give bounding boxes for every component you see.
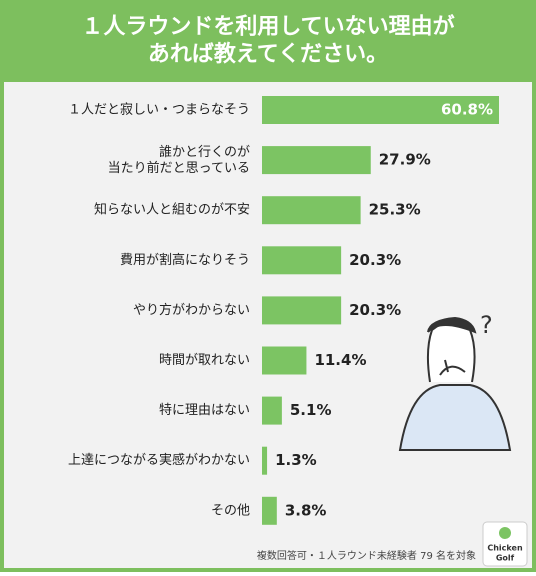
category-label: １人だと寂しい・つまらなそう bbox=[68, 102, 250, 118]
value-label: 5.1% bbox=[290, 401, 332, 419]
category-label: 特に理由はない bbox=[159, 403, 250, 418]
category-label: 上達につながる実感がわかない bbox=[68, 452, 250, 468]
note: 複数回答可・１人ラウンド未経験者 79 名を対象 bbox=[257, 549, 476, 562]
category-label: 誰かと行くのが当たり前だと思っている bbox=[108, 143, 250, 175]
logo-text: Chicken bbox=[487, 544, 523, 553]
value-label: 3.8% bbox=[285, 501, 327, 519]
question-mark: ? bbox=[480, 311, 493, 339]
value-label: 20.3% bbox=[349, 251, 401, 269]
logo: Chicken Golf bbox=[482, 521, 528, 567]
category-label: 時間が取れない bbox=[159, 353, 250, 368]
illustration bbox=[398, 316, 512, 451]
bar bbox=[262, 146, 371, 175]
logo-mark bbox=[499, 527, 511, 539]
bar bbox=[262, 246, 342, 275]
category-label: その他 bbox=[211, 503, 250, 518]
value-label: 60.8% bbox=[441, 101, 493, 119]
value-label: 25.3% bbox=[369, 201, 421, 219]
bar bbox=[262, 196, 361, 225]
category-label: 知らない人と組むのが不安 bbox=[94, 202, 250, 218]
chart-title: １人ラウンドを利用していない理由があれば教えてください。 bbox=[81, 13, 454, 67]
bar bbox=[262, 346, 307, 375]
logo-text: Golf bbox=[496, 554, 515, 563]
value-label: 11.4% bbox=[314, 351, 366, 369]
value-label: 27.9% bbox=[379, 151, 431, 169]
bar bbox=[262, 96, 499, 124]
category-label: やり方がわからない bbox=[133, 302, 250, 318]
category-label: 費用が割高になりそう bbox=[120, 252, 250, 268]
bar bbox=[262, 396, 282, 425]
logo-box bbox=[482, 521, 528, 567]
bar bbox=[262, 446, 268, 475]
bar bbox=[262, 496, 277, 525]
bar bbox=[262, 296, 342, 325]
value-label: 20.3% bbox=[349, 301, 401, 319]
value-label: 1.3% bbox=[275, 451, 317, 469]
